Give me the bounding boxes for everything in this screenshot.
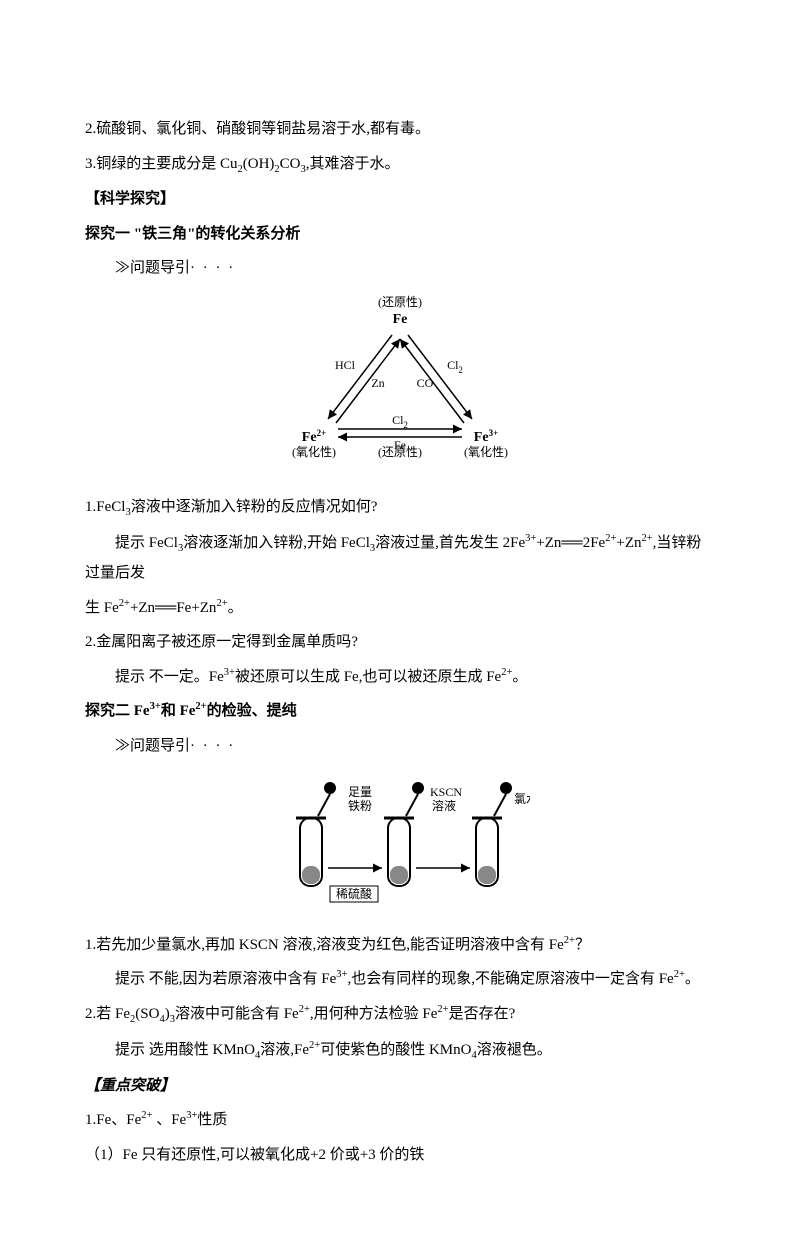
svg-text:Cl2: Cl2 [392,413,408,430]
svg-text:铁粉: 铁粉 [348,799,372,813]
svg-text:(氧化性): (氧化性) [464,445,508,459]
p10: （1）Fe 只有还原性,可以被氧化成+2 价或+3 价的铁 [85,1141,715,1170]
triangle-svg: (还原性) Fe Fe2+ (氧化性) Fe3+ (氧化性) (还原性) HCl… [280,291,520,471]
q3: 1.若先加少量氯水,再加 KSCN 溶液,溶液变为红色,能否证明溶液中含有 Fe… [85,931,715,960]
dropper-2 [406,782,424,816]
text: 硫酸铜、氯化铜、硝酸铜等铜盐易溶于水,都有毒。 [96,121,430,137]
num: 3. [85,156,96,172]
q1-hint-line1: 提示 FeCl3溶液逐渐加入锌粉,开始 FeCl3溶液过量,首先发生 2Fe3+… [85,529,715,587]
q2-hint: 提示 不一定。Fe3+被还原可以生成 Fe,也可以被还原生成 Fe2+。 [85,663,715,692]
q4-hint: 提示 选用酸性 KMnO4溶液,Fe2+可使紫色的酸性 KMnO4溶液褪色。 [85,1036,715,1066]
tube-2 [384,818,414,886]
svg-text:Fe3+: Fe3+ [474,428,498,445]
iron-triangle-diagram: (还原性) Fe Fe2+ (氧化性) Fe3+ (氧化性) (还原性) HCl… [85,291,715,482]
q1: 1.FeCl3溶液中逐渐加入锌粉的反应情况如何? [85,493,715,523]
svg-text:足量: 足量 [348,785,372,799]
q4: 2.若 Fe2(SO4)3溶液中可能含有 Fe2+,用何种方法检验 Fe2+是否… [85,1000,715,1030]
q3-hint: 提示 不能,因为若原溶液中含有 Fe3+,也会有同样的现象,不能确定原溶液中一定… [85,965,715,994]
svg-text:(氧化性): (氧化性) [292,445,336,459]
q2: 2.金属阳离子被还原一定得到金属单质吗? [85,628,715,657]
para-2: 2.硫酸铜、氯化铜、硝酸铜等铜盐易溶于水,都有毒。 [85,115,715,144]
test-tubes-diagram: 足量 铁粉 KSCN 溶液 氯水 稀硫酸 [85,768,715,919]
svg-text:氯水: 氯水 [514,792,530,806]
para-3: 3.铜绿的主要成分是 Cu2(OH)2CO3,其难溶于水。 [85,150,715,180]
question-lead-1: ≫问题导引· · · · [115,254,715,283]
tube-1 [296,818,326,886]
heading-inquiry-1: 探究一 "铁三角"的转化关系分析 [85,220,715,249]
heading-inquiry-2: 探究二 Fe3+和 Fe2+的检验、提纯 [85,697,715,726]
num: 2. [85,121,96,137]
tube-3 [472,818,502,886]
svg-text:Fe2+: Fe2+ [302,428,326,445]
svg-text:Fe: Fe [394,438,406,452]
svg-text:稀硫酸: 稀硫酸 [336,886,372,901]
svg-text:Zn: Zn [371,376,384,390]
page-content: 2.硫酸铜、氯化铜、硝酸铜等铜盐易溶于水,都有毒。 3.铜绿的主要成分是 Cu2… [0,0,800,1235]
question-lead-2: ≫问题导引· · · · [115,732,715,761]
svg-text:溶液: 溶液 [432,798,456,813]
dropper-1 [318,782,336,816]
dropper-3 [494,782,512,816]
heading-inquiry: 【科学探究】 [85,185,715,214]
svg-text:CO: CO [417,376,434,390]
heading-breakthrough: 【重点突破】 [85,1072,715,1101]
svg-text:KSCN: KSCN [430,785,462,799]
svg-text:Fe: Fe [393,312,408,327]
svg-text:Cl2: Cl2 [447,358,463,375]
q1-hint-line2: 生 Fe2++Zn══Fe+Zn2+。 [85,594,715,623]
svg-text:(还原性): (还原性) [378,295,422,309]
tubes-svg: 足量 铁粉 KSCN 溶液 氯水 稀硫酸 [270,768,530,908]
svg-text:HCl: HCl [335,358,356,372]
p9: 1.Fe、Fe2+ 、Fe3+性质 [85,1106,715,1135]
